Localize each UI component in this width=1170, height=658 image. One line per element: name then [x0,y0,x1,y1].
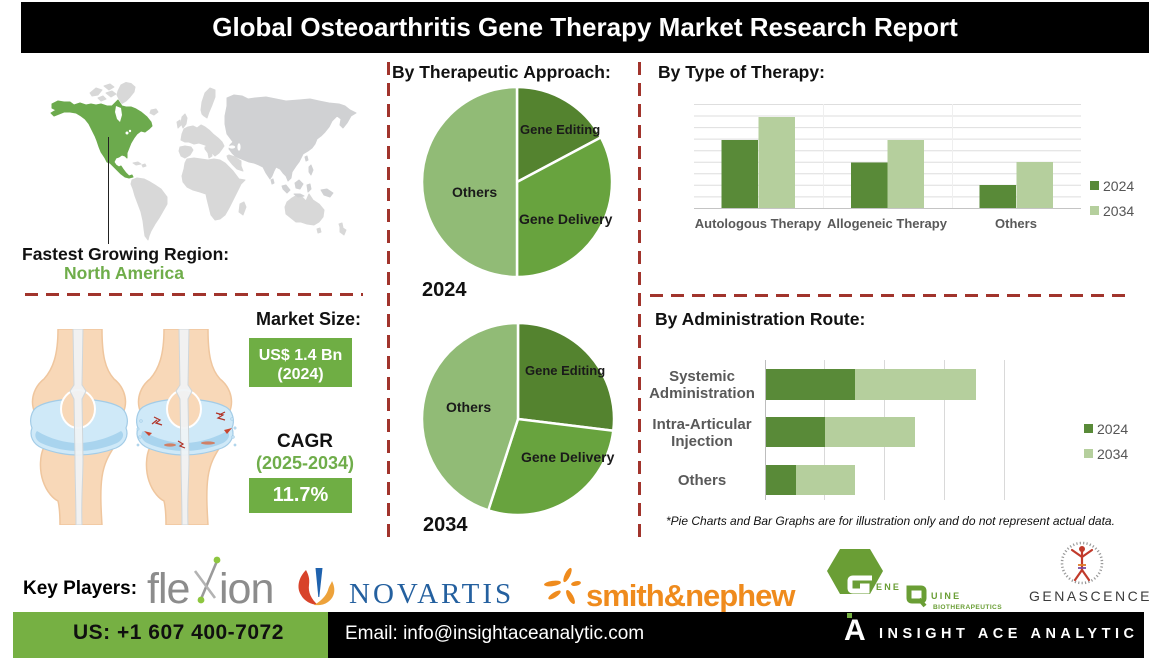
svg-text:GENASCENCE: GENASCENCE [1029,588,1152,604]
svg-text:ENE: ENE [876,582,901,592]
svg-text:UINE: UINE [931,591,961,601]
svg-text:NOVARTIS: NOVARTIS [349,578,514,610]
svg-text:ion: ion [219,565,273,612]
svg-text:smith&nephew: smith&nephew [586,578,796,612]
svg-text:BIOTHERAPEUTICS: BIOTHERAPEUTICS [933,604,1002,611]
svg-text:fle: fle [147,565,189,612]
